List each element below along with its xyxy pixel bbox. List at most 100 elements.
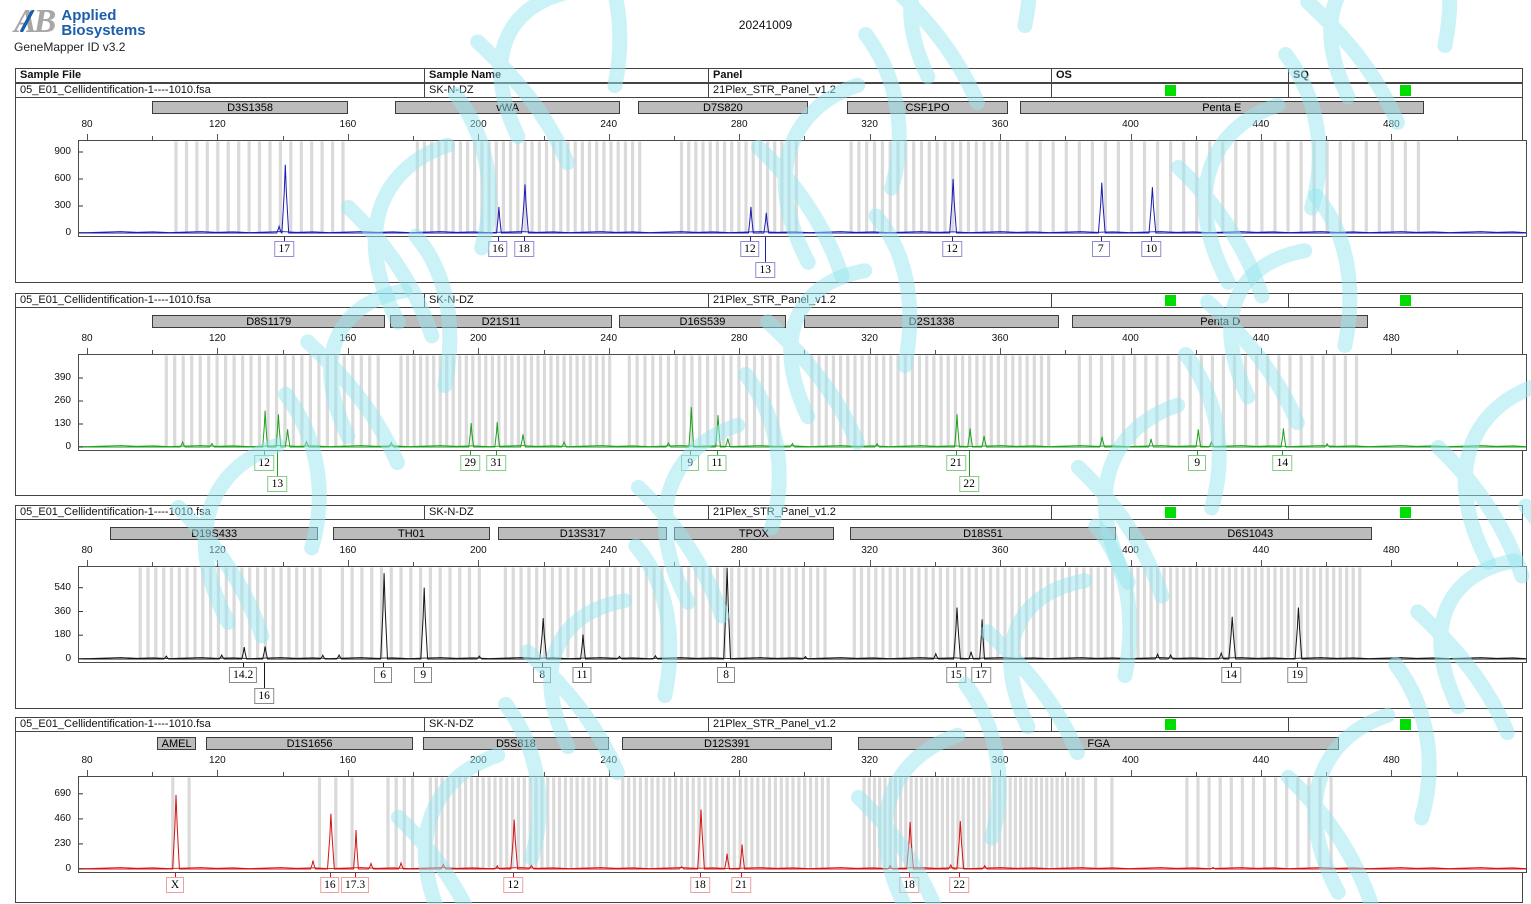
os-status-cell [1052, 506, 1289, 519]
marker-bar-D5S818: D5S818 [422, 737, 609, 750]
dye-panel-black: 05_E01_Cellidentification-1----1010.fsa … [15, 505, 1527, 709]
allele-bins [164, 355, 1359, 447]
marker-bar-TH01: TH01 [333, 527, 490, 540]
allele-label[interactable]: 10 [1141, 241, 1162, 257]
electropherogram-black: D19S433 TH01 D13S317 TPOX D18S51 D6S1043 80 12… [54, 527, 1527, 709]
y-tick-label: 230 [54, 837, 71, 849]
table-header-row: Sample File Sample Name Panel OS SQ [16, 69, 1522, 84]
brand-line1: Applied [61, 7, 117, 24]
x-tick-label: 240 [600, 119, 618, 130]
allele-label[interactable]: 16 [320, 877, 340, 893]
plot-area[interactable]: 540 360 180 0 [54, 566, 1527, 664]
allele-label[interactable]: 15 [946, 667, 966, 683]
x-tick-label: 480 [1383, 755, 1400, 766]
marker-row: AMEL D1S1656 D5S818 D12S391 FGA [78, 737, 1525, 753]
allele-label[interactable]: 6 [374, 667, 393, 683]
app-version: GeneMapper ID v3.2 [14, 40, 126, 54]
allele-label[interactable]: 13 [267, 476, 288, 492]
x-tick-label: 80 [81, 755, 93, 766]
x-tick-label: 440 [1252, 333, 1270, 344]
allele-label[interactable]: 18 [899, 877, 919, 893]
allele-label[interactable]: 18 [514, 241, 534, 257]
y-tick-mark [79, 634, 83, 636]
allele-label[interactable]: 29 [460, 455, 480, 471]
allele-label[interactable]: 17 [971, 667, 991, 683]
sample-file-cell[interactable]: 05_E01_Cellidentification-1----1010.fsa [16, 718, 425, 731]
plot-area[interactable]: 390 260 130 0 [54, 354, 1527, 452]
electropherogram-green: D8S1179 D21S11 D16S539 D2S1338 Penta D 80 120… [54, 315, 1527, 497]
sample-row[interactable]: 05_E01_Cellidentification-1----1010.fsa … [16, 506, 1522, 519]
os-status-cell [1052, 84, 1289, 97]
x-tick-label: 440 [1252, 119, 1270, 130]
marker-bar-vWA: vWA [395, 101, 621, 114]
allele-label[interactable]: 31 [486, 455, 506, 471]
panel-cell[interactable]: 21Plex_STR_Panel_v1.2 [709, 506, 1052, 519]
allele-label[interactable]: 8 [533, 667, 552, 683]
allele-label[interactable]: 17 [274, 241, 295, 257]
sample-row[interactable]: 05_E01_Cellidentification-1----1010.fsa … [16, 84, 1522, 97]
allele-label[interactable]: 21 [731, 877, 751, 893]
panel-cell[interactable]: 21Plex_STR_Panel_v1.2 [709, 84, 1052, 97]
allele-label[interactable]: 8 [717, 667, 736, 683]
allele-label[interactable]: 21 [946, 455, 966, 471]
allele-connector [243, 663, 245, 667]
marker-bar-Penta E: Penta E [1019, 101, 1424, 114]
allele-label[interactable]: 14.2 [229, 667, 258, 683]
allele-label[interactable]: 22 [959, 476, 979, 492]
x-axis: 80 120 160 200 240 280 320 360 400 440 480 [78, 753, 1525, 776]
sample-name-cell[interactable]: SK-N-DZ [425, 84, 709, 97]
allele-label[interactable]: 22 [949, 877, 970, 893]
allele-label[interactable]: 16 [254, 688, 274, 704]
sample-file-cell[interactable]: 05_E01_Cellidentification-1----1010.fsa [16, 84, 425, 97]
x-tick-label: 160 [339, 119, 357, 130]
sample-file-cell[interactable]: 05_E01_Cellidentification-1----1010.fsa [16, 294, 425, 307]
allele-label[interactable]: 7 [1091, 241, 1110, 257]
x-tick-label: 200 [469, 755, 487, 766]
allele-label[interactable]: 17.3 [340, 877, 370, 893]
x-tick-label: 120 [209, 119, 226, 130]
y-tick-mark [79, 178, 83, 180]
sample-row[interactable]: 05_E01_Cellidentification-1----1010.fsa … [16, 718, 1522, 731]
allele-label[interactable]: 12 [740, 241, 760, 257]
sample-name-cell[interactable]: SK-N-DZ [425, 718, 709, 731]
allele-label[interactable]: 9 [414, 667, 433, 683]
marker-bar-TPOX: TPOX [674, 527, 834, 540]
plot-area[interactable]: 690 460 230 0 [54, 776, 1527, 874]
sample-name-cell[interactable]: SK-N-DZ [425, 294, 709, 307]
allele-label[interactable]: 14 [1272, 455, 1293, 471]
allele-label[interactable]: 12 [942, 241, 962, 257]
marker-bar-D3S1358: D3S1358 [152, 101, 348, 114]
allele-label[interactable]: 18 [690, 877, 710, 893]
allele-label[interactable]: 11 [707, 455, 727, 471]
allele-label[interactable]: 13 [755, 262, 776, 278]
x-tick-label: 160 [339, 755, 357, 766]
y-tick-mark [79, 400, 83, 402]
os-pass-indicator [1164, 295, 1176, 306]
sample-file-cell[interactable]: 05_E01_Cellidentification-1----1010.fsa [16, 506, 425, 519]
x-tick-label: 320 [861, 119, 878, 130]
x-tick-label: 400 [1122, 545, 1139, 556]
allele-label[interactable]: 9 [1188, 455, 1207, 471]
panel-cell[interactable]: 21Plex_STR_Panel_v1.2 [709, 294, 1052, 307]
allele-label[interactable]: 11 [572, 667, 592, 683]
x-tick-label: 440 [1252, 545, 1270, 556]
y-tick-label: 600 [54, 173, 71, 184]
x-tick-label: 480 [1383, 333, 1400, 344]
report-date: 20241009 [738, 18, 793, 32]
panel-cell[interactable]: 21Plex_STR_Panel_v1.2 [709, 718, 1052, 731]
allele-label[interactable]: 9 [681, 455, 700, 471]
allele-label[interactable]: 14 [1221, 667, 1241, 683]
sq-status-cell [1289, 84, 1522, 97]
os-pass-indicator [1164, 507, 1176, 518]
allele-label[interactable]: X [166, 877, 184, 893]
sq-status-cell [1289, 294, 1522, 307]
sample-name-cell[interactable]: SK-N-DZ [425, 506, 709, 519]
allele-label[interactable]: 12 [503, 877, 523, 893]
y-tick-mark [79, 658, 83, 660]
x-tick-label: 200 [469, 545, 487, 556]
allele-label[interactable]: 19 [1287, 667, 1308, 683]
sample-row[interactable]: 05_E01_Cellidentification-1----1010.fsa … [16, 294, 1522, 307]
allele-label[interactable]: 16 [488, 241, 508, 257]
plot-area[interactable]: 900 600 300 0 [54, 140, 1527, 238]
allele-label[interactable]: 12 [254, 455, 274, 471]
